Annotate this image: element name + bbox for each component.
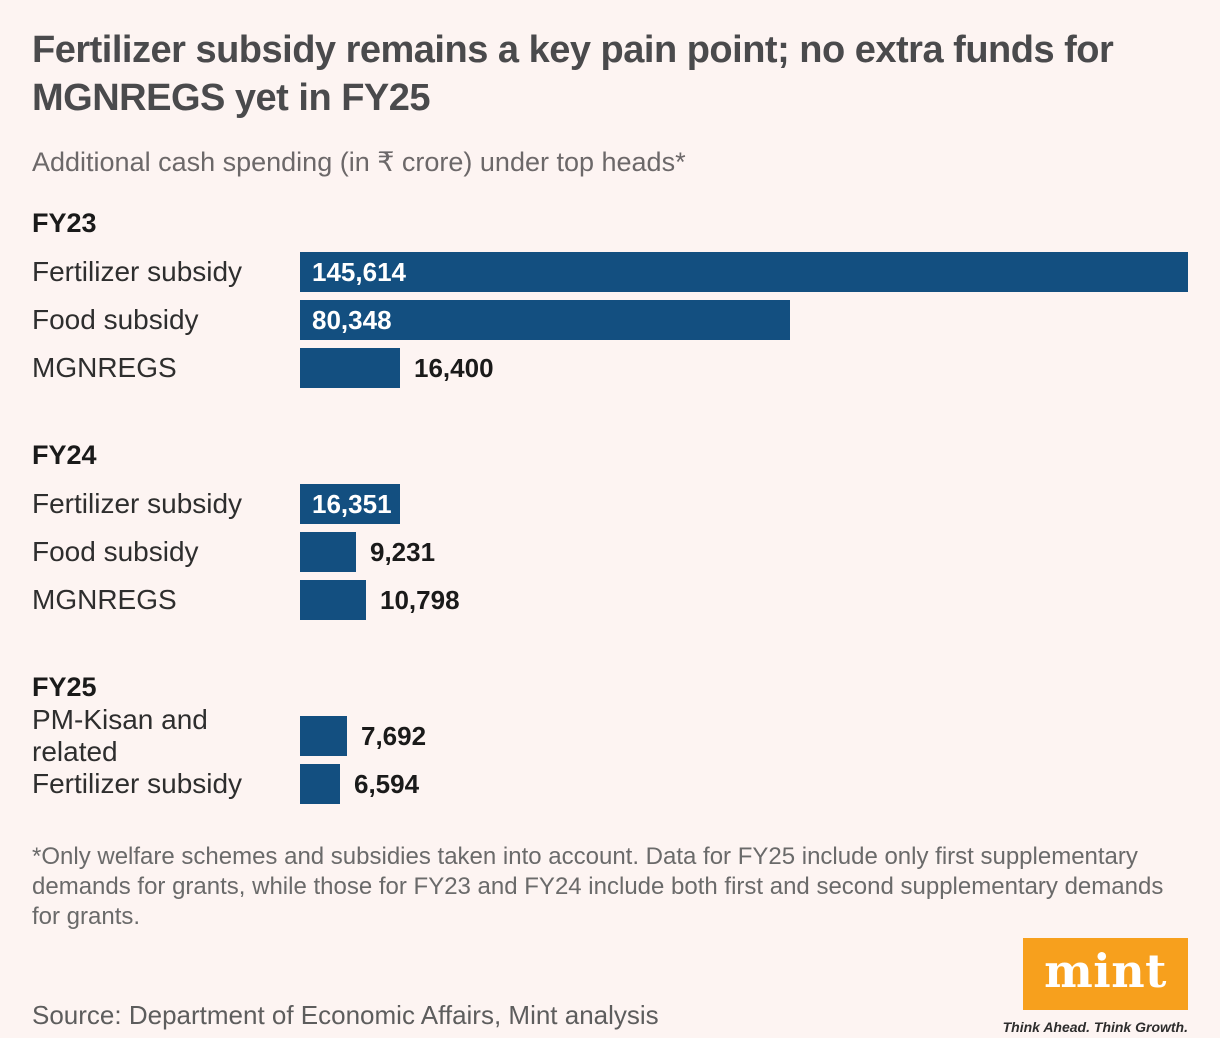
bar-value: 16,400 [414, 352, 494, 383]
bar-category-label: Fertilizer subsidy [32, 488, 243, 519]
bar-row: MGNREGS 10,798 [32, 580, 1188, 620]
bar-category-label: Fertilizer subsidy [32, 256, 243, 287]
bar-value: 80,348 [312, 304, 392, 335]
bar-group-fy24: FY24 Fertilizer subsidy 16,351 Food subsidy… [32, 440, 1188, 620]
bar [300, 580, 366, 620]
bar-value: 145,614 [312, 256, 406, 287]
bar: 16,351 [300, 484, 400, 524]
bar-row: PM-Kisan and related 7,692 [32, 704, 1188, 767]
bar-area: 7,692 [300, 716, 1188, 756]
bar-row: Fertilizer subsidy 6,594 [32, 764, 1188, 804]
bar-value: 9,231 [370, 536, 436, 567]
bar [300, 532, 356, 572]
bar: 145,614 [300, 252, 1188, 292]
bar [300, 764, 340, 804]
bar-area: 16,351 [300, 484, 1188, 524]
bar-area: 9,231 [300, 532, 1188, 572]
bar-row: Food subsidy 9,231 [32, 532, 1188, 572]
bar-area: 6,594 [300, 764, 1188, 804]
bar: 80,348 [300, 300, 790, 340]
bar-row: MGNREGS 16,400 [32, 348, 1188, 388]
bar [300, 348, 400, 388]
mint-logo: mint Think Ahead. Think Growth. [1003, 938, 1188, 1035]
bar-row: Fertilizer subsidy 16,351 [32, 484, 1188, 524]
bar-chart: FY23 Fertilizer subsidy 145,614 Food subsid… [32, 208, 1188, 804]
group-title: FY24 [32, 440, 97, 470]
bar-area: 145,614 [300, 252, 1188, 292]
bar-area: 10,798 [300, 580, 1188, 620]
group-title: FY25 [32, 672, 97, 702]
bar-area: 16,400 [300, 348, 1188, 388]
bar-value: 10,798 [380, 584, 460, 615]
bar [300, 716, 347, 756]
bar-group-fy23: FY23 Fertilizer subsidy 145,614 Food subsid… [32, 208, 1188, 388]
mint-logo-text: mint [1044, 944, 1167, 998]
bar-category-label: Fertilizer subsidy [32, 768, 243, 799]
source-text: Source: Department of Economic Affairs, … [32, 1000, 659, 1030]
bar-category-label: Food subsidy [32, 536, 199, 567]
bar-category-label: MGNREGS [32, 352, 177, 383]
mint-tagline: Think Ahead. Think Growth. [1002, 1019, 1188, 1035]
bar-category-label: PM-Kisan and related [32, 704, 208, 767]
mint-logo-box: mint [1023, 938, 1188, 1010]
bar-value: 16,351 [312, 488, 392, 519]
bar-row: Fertilizer subsidy 145,614 [32, 252, 1188, 292]
footnote: *Only welfare schemes and subsidies take… [32, 843, 1164, 930]
chart-subtitle: Additional cash spending (in ₹ crore) un… [32, 147, 686, 177]
bar-row: Food subsidy 80,348 [32, 300, 1188, 340]
bar-area: 80,348 [300, 300, 1188, 340]
chart-title: Fertilizer subsidy remains a key pain po… [32, 29, 1114, 119]
footer: Source: Department of Economic Affairs, … [32, 938, 1188, 1035]
bar-category-label: Food subsidy [32, 304, 199, 335]
bar-group-fy25: FY25 PM-Kisan and related 7,692 Fertilizer … [32, 672, 1188, 804]
bar-value: 6,594 [354, 768, 420, 799]
bar-category-label: MGNREGS [32, 584, 177, 615]
bar-value: 7,692 [361, 720, 427, 751]
group-title: FY23 [32, 208, 97, 238]
